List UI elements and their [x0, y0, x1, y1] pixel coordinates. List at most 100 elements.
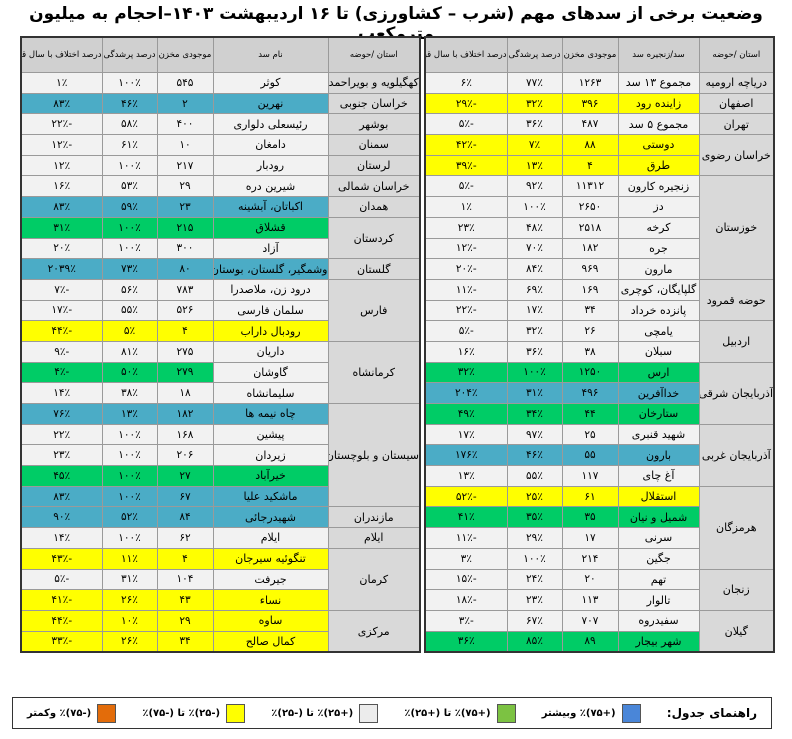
- storage-cell: ۴: [156, 320, 214, 342]
- fill-percent-cell: ۱۰۰٪: [506, 547, 563, 570]
- diff-percent-cell: -۴۲٪: [424, 134, 508, 156]
- diff-percent-cell: ۸۳٪: [20, 485, 103, 508]
- fill-percent-cell: ۵۵٪: [101, 299, 158, 322]
- diff-percent-cell: ۲۰٪: [20, 237, 103, 260]
- fill-percent-cell: ۳۲٪: [506, 320, 563, 342]
- header-province: استان /حوضه: [327, 36, 421, 73]
- storage-cell: ۳۴: [561, 299, 619, 322]
- fill-percent-cell: ۳۸٪: [101, 382, 158, 404]
- storage-cell: ۲: [156, 92, 214, 115]
- province-cell: خوزستان: [698, 175, 775, 280]
- table-row: خراسان شمالی شیرین دره ۲۹ ۵۳٪ ۱۶٪: [20, 175, 421, 198]
- diff-percent-cell: ۱۳٪: [424, 465, 508, 487]
- fill-percent-cell: ۴۶٪: [506, 444, 563, 467]
- diff-percent-cell: -۱۲٪: [20, 134, 103, 156]
- legend-label: (-۲۵)٪ تا (-۷۵)٪: [142, 707, 221, 719]
- right-dam-table: استان /حوضه سد/زنجیره سد موجودی مخزن درص…: [424, 36, 775, 654]
- dam-name-cell: کمال صالح: [212, 630, 329, 653]
- fill-percent-cell: ۸۱٪: [101, 340, 158, 363]
- diff-percent-cell: ۱۷٪: [424, 423, 508, 446]
- diff-percent-cell: -۱۲٪: [424, 237, 508, 260]
- fill-percent-cell: ۷۰٪: [506, 237, 563, 260]
- dam-name-cell: نساء: [212, 589, 329, 611]
- legend-label: (+۷۵)٪ وبیشتر: [541, 707, 616, 719]
- dam-name-cell: چاه نیمه ها: [212, 403, 329, 425]
- fill-percent-cell: ۳۱٪: [506, 382, 563, 404]
- province-cell: کردستان: [327, 216, 421, 260]
- storage-cell: ۲۳: [156, 196, 214, 218]
- dam-name-cell: پیشین: [212, 423, 329, 446]
- table-row: اصفهان زاینده رود ۳۹۶ ۳۲٪ -۲۹٪: [424, 92, 775, 115]
- dam-name-cell: تهم: [617, 568, 700, 591]
- fill-percent-cell: ۱۰۰٪: [506, 361, 563, 384]
- legend-swatch-orange-icon: [97, 703, 117, 723]
- fill-percent-cell: ۳۶٪: [506, 113, 563, 136]
- table-row: کمال صالح ۳۴ ۲۶٪ -۳۳٪: [20, 630, 420, 653]
- dam-name-cell: نهرین: [212, 92, 329, 115]
- table-row: دریاچه ارومیه مجموع ۱۳ سد ۱۲۶۳ ۷۷٪ ۶٪: [424, 72, 775, 94]
- diff-percent-cell: -۴۱٪: [20, 589, 103, 611]
- table-row: حوضه قمرود گلپایگان، کوچری ۱۶۹ ۶۹٪ -۱۱٪: [424, 278, 775, 322]
- table-row: پیشین ۱۶۸ ۱۰۰٪ ۲۲٪: [20, 423, 420, 446]
- storage-cell: ۶۲: [156, 527, 214, 549]
- province-cell: کرمانشاه: [327, 340, 421, 405]
- storage-cell: ۳۵: [561, 506, 619, 529]
- storage-cell: ۲۶۵۰: [561, 196, 619, 218]
- fill-percent-cell: ۵۲٪: [101, 506, 158, 529]
- diff-percent-cell: ۲۰۳۹٪: [20, 258, 103, 280]
- dam-name-cell: جگین: [617, 547, 700, 570]
- fill-percent-cell: ۷۳٪: [101, 258, 158, 280]
- storage-cell: ۲۵: [561, 423, 619, 446]
- table-row: بوشهر رئیسعلی دلواری ۴۰۰ ۵۸٪ -۲۲٪: [20, 113, 421, 136]
- table-row: تالوار ۱۱۳ ۲۳٪ -۱۸٪: [424, 589, 774, 611]
- header-storage: موجودی مخزن: [561, 36, 619, 73]
- diff-percent-cell: -۵۲٪: [424, 485, 508, 508]
- fill-percent-cell: ۵۳٪: [101, 175, 158, 198]
- province-cell: فارس: [327, 278, 421, 342]
- legend-swatch-green-icon: [496, 703, 516, 723]
- storage-cell: ۴۳: [156, 589, 214, 611]
- diff-percent-cell: ۱٪: [20, 72, 103, 94]
- table-row: ستارخان ۴۴ ۳۴٪ ۴۹٪: [424, 403, 774, 425]
- province-cell: مرکزی: [327, 609, 421, 653]
- dam-name-cell: ارس: [617, 361, 700, 384]
- diff-percent-cell: -۲۹٪: [424, 92, 508, 115]
- header-diff: درصد اختلاف با سال قبل: [424, 36, 508, 73]
- storage-cell: ۸۴: [156, 506, 214, 529]
- diff-percent-cell: ۱۴٪: [20, 527, 103, 549]
- table-row: گیلان سفیدروه ۷۰۷ ۶۷٪ -۳٪: [424, 609, 775, 653]
- storage-cell: ۱۸۲: [156, 403, 214, 425]
- table-row: مرکزی ساوه ۲۹ ۱۰٪ -۴۴٪: [20, 609, 421, 653]
- table-row: شهر بیجار ۸۹ ۸۵٪ ۳۶٪: [424, 630, 774, 653]
- dam-name-cell: کوثر: [212, 72, 329, 94]
- fill-percent-cell: ۱۰۰٪: [101, 423, 158, 446]
- diff-percent-cell: -۲۲٪: [20, 113, 103, 136]
- diff-percent-cell: ۱٪: [424, 196, 508, 218]
- dam-name-cell: شهید قنبری: [617, 423, 700, 446]
- table-header-row: استان /حوضه سد/زنجیره سد موجودی مخزن درص…: [424, 36, 775, 73]
- fill-percent-cell: ۱۰٪: [101, 609, 158, 632]
- fill-percent-cell: ۵۵٪: [506, 465, 563, 487]
- fill-percent-cell: ۶۱٪: [101, 134, 158, 156]
- dam-name-cell: طرق: [617, 154, 700, 177]
- fill-percent-cell: ۴۸٪: [506, 216, 563, 239]
- province-cell: آذربایجان شرقی: [698, 361, 775, 425]
- header-diff: درصد اختلاف با سال قبل: [20, 36, 103, 73]
- fill-percent-cell: ۸۴٪: [506, 258, 563, 280]
- diff-percent-cell: -۳٪: [424, 609, 508, 632]
- diff-percent-cell: -۵٪: [424, 113, 508, 136]
- fill-percent-cell: ۲۶٪: [101, 630, 158, 653]
- header-dam: نام سد: [212, 36, 329, 73]
- province-cell: مازندران: [327, 506, 421, 529]
- diff-percent-cell: ۱۲٪: [20, 154, 103, 177]
- fill-percent-cell: ۶۹٪: [506, 278, 563, 301]
- dam-name-cell: دامغان: [212, 134, 329, 156]
- dam-name-cell: دز: [617, 196, 700, 218]
- dam-name-cell: ایلام: [212, 527, 329, 549]
- dam-name-cell: سبلان: [617, 340, 700, 363]
- diff-percent-cell: -۵٪: [20, 568, 103, 591]
- right-table-body: دریاچه ارومیه مجموع ۱۳ سد ۱۲۶۳ ۷۷٪ ۶٪ اصفهان ز…: [424, 72, 775, 653]
- province-cell: حوضه قمرود: [698, 278, 775, 322]
- storage-cell: ۸۹: [561, 630, 619, 653]
- diff-percent-cell: ۱۶٪: [20, 175, 103, 198]
